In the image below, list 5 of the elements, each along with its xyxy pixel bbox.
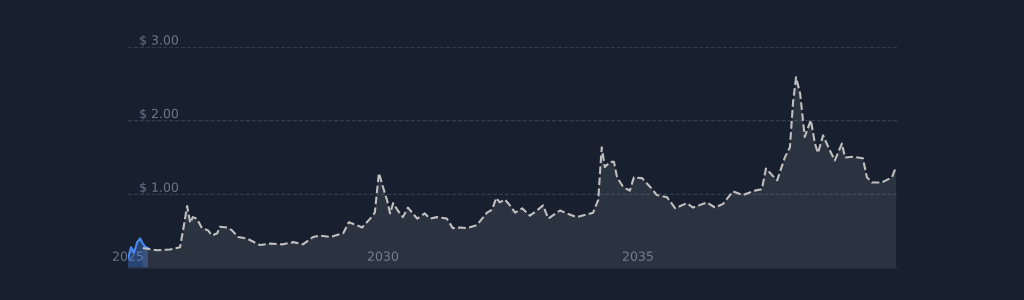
- y-tick-label: $ 3.00: [140, 35, 179, 47]
- x-tick-label: 2030: [367, 251, 399, 261]
- x-tick-label: 2035: [622, 251, 653, 261]
- y-tick-label: $ 2.00: [140, 108, 179, 120]
- y-tick-label: $ 1.00: [140, 182, 179, 194]
